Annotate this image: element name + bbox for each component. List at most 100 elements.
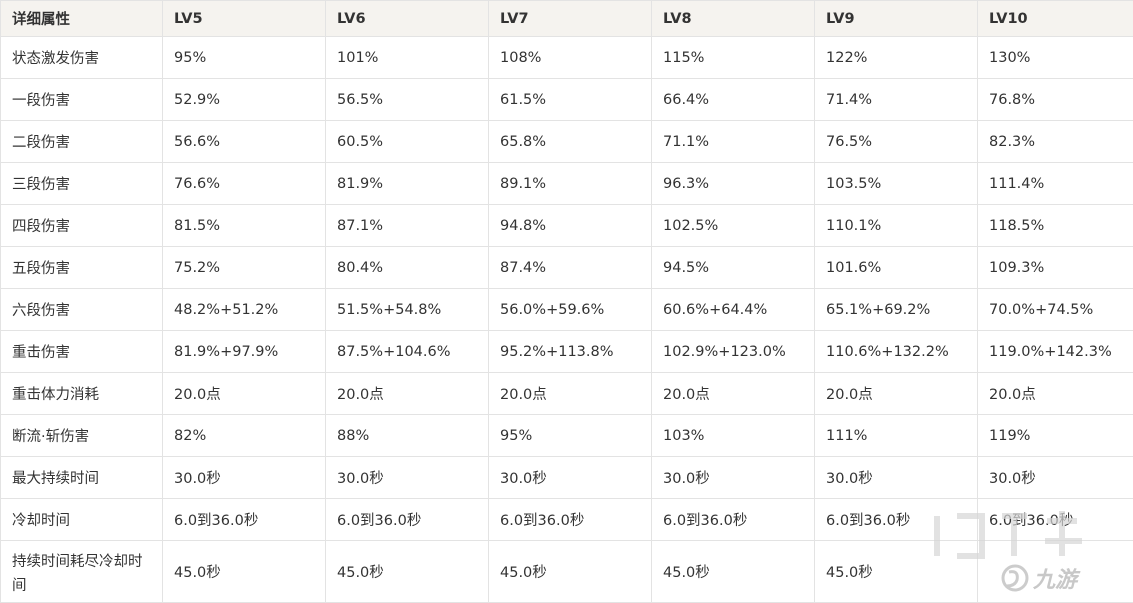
cell-value: 76.8% [978, 79, 1133, 121]
cell-value: 20.0点 [978, 373, 1133, 415]
cell-value: 103.5% [815, 163, 978, 205]
cell-value: 30.0秒 [489, 457, 652, 499]
cell-value: 30.0秒 [163, 457, 326, 499]
cell-value: 6.0到36.0秒 [815, 499, 978, 541]
row-attribute-name: 五段伤害 [1, 247, 163, 289]
header-level-lv9: LV9 [815, 1, 978, 37]
cell-value: 60.6%+64.4% [652, 289, 815, 331]
cell-value: 118.5% [978, 205, 1133, 247]
cell-value: 81.9% [326, 163, 489, 205]
row-attribute-name: 状态激发伤害 [1, 37, 163, 79]
cell-value: 89.1% [489, 163, 652, 205]
cell-value: 45.0秒 [489, 541, 652, 603]
cell-value: 82% [163, 415, 326, 457]
cell-value: 20.0点 [489, 373, 652, 415]
header-attribute: 详细属性 [1, 1, 163, 37]
row-attribute-name: 三段伤害 [1, 163, 163, 205]
cell-value: 65.8% [489, 121, 652, 163]
cell-value: 48.2%+51.2% [163, 289, 326, 331]
cell-value: 109.3% [978, 247, 1133, 289]
cell-value: 30.0秒 [652, 457, 815, 499]
cell-value: 56.5% [326, 79, 489, 121]
cell-value: 6.0到36.0秒 [978, 499, 1133, 541]
row-attribute-name: 断流·斩伤害 [1, 415, 163, 457]
cell-value: 56.0%+59.6% [489, 289, 652, 331]
cell-value: 30.0秒 [326, 457, 489, 499]
cell-value: 95.2%+113.8% [489, 331, 652, 373]
cell-value: 96.3% [652, 163, 815, 205]
header-level-lv6: LV6 [326, 1, 489, 37]
cell-value: 6.0到36.0秒 [163, 499, 326, 541]
cell-value: 45.0秒 [652, 541, 815, 603]
cell-value: 45.0秒 [815, 541, 978, 603]
cell-value: 103% [652, 415, 815, 457]
cell-value: 108% [489, 37, 652, 79]
cell-value: 71.4% [815, 79, 978, 121]
cell-value: 20.0点 [815, 373, 978, 415]
cell-value: 111.4% [978, 163, 1133, 205]
cell-value: 81.9%+97.9% [163, 331, 326, 373]
header-level-lv5: LV5 [163, 1, 326, 37]
cell-value: 51.5%+54.8% [326, 289, 489, 331]
row-attribute-name: 重击伤害 [1, 331, 163, 373]
cell-value: 6.0到36.0秒 [652, 499, 815, 541]
cell-value: 61.5% [489, 79, 652, 121]
cell-value: 119% [978, 415, 1133, 457]
cell-value: 20.0点 [163, 373, 326, 415]
row-attribute-name: 持续时间耗尽冷却时间 [1, 541, 163, 603]
cell-value: 101.6% [815, 247, 978, 289]
cell-value: 30.0秒 [978, 457, 1133, 499]
cell-value: 95% [489, 415, 652, 457]
cell-value: 6.0到36.0秒 [489, 499, 652, 541]
cell-value: 95% [163, 37, 326, 79]
row-attribute-name: 冷却时间 [1, 499, 163, 541]
row-attribute-name: 重击体力消耗 [1, 373, 163, 415]
cell-value: 52.9% [163, 79, 326, 121]
cell-value: 6.0到36.0秒 [326, 499, 489, 541]
cell-value: 70.0%+74.5% [978, 289, 1133, 331]
cell-value: 87.4% [489, 247, 652, 289]
row-attribute-name: 二段伤害 [1, 121, 163, 163]
cell-value: 110.1% [815, 205, 978, 247]
cell-value: 130% [978, 37, 1133, 79]
cell-value: 56.6% [163, 121, 326, 163]
cell-value: 76.5% [815, 121, 978, 163]
cell-value: 75.2% [163, 247, 326, 289]
cell-value: 115% [652, 37, 815, 79]
cell-value: 66.4% [652, 79, 815, 121]
cell-value: 65.1%+69.2% [815, 289, 978, 331]
cell-value: 60.5% [326, 121, 489, 163]
cell-value: 94.8% [489, 205, 652, 247]
cell-value [978, 541, 1133, 603]
cell-value: 87.1% [326, 205, 489, 247]
cell-value: 20.0点 [326, 373, 489, 415]
cell-value: 82.3% [978, 121, 1133, 163]
cell-value: 76.6% [163, 163, 326, 205]
cell-value: 111% [815, 415, 978, 457]
cell-value: 45.0秒 [326, 541, 489, 603]
header-level-lv8: LV8 [652, 1, 815, 37]
cell-value: 119.0%+142.3% [978, 331, 1133, 373]
cell-value: 102.9%+123.0% [652, 331, 815, 373]
cell-value: 30.0秒 [815, 457, 978, 499]
cell-value: 101% [326, 37, 489, 79]
cell-value: 94.5% [652, 247, 815, 289]
cell-value: 45.0秒 [163, 541, 326, 603]
cell-value: 102.5% [652, 205, 815, 247]
cell-value: 87.5%+104.6% [326, 331, 489, 373]
cell-value: 71.1% [652, 121, 815, 163]
header-level-lv10: LV10 [978, 1, 1133, 37]
